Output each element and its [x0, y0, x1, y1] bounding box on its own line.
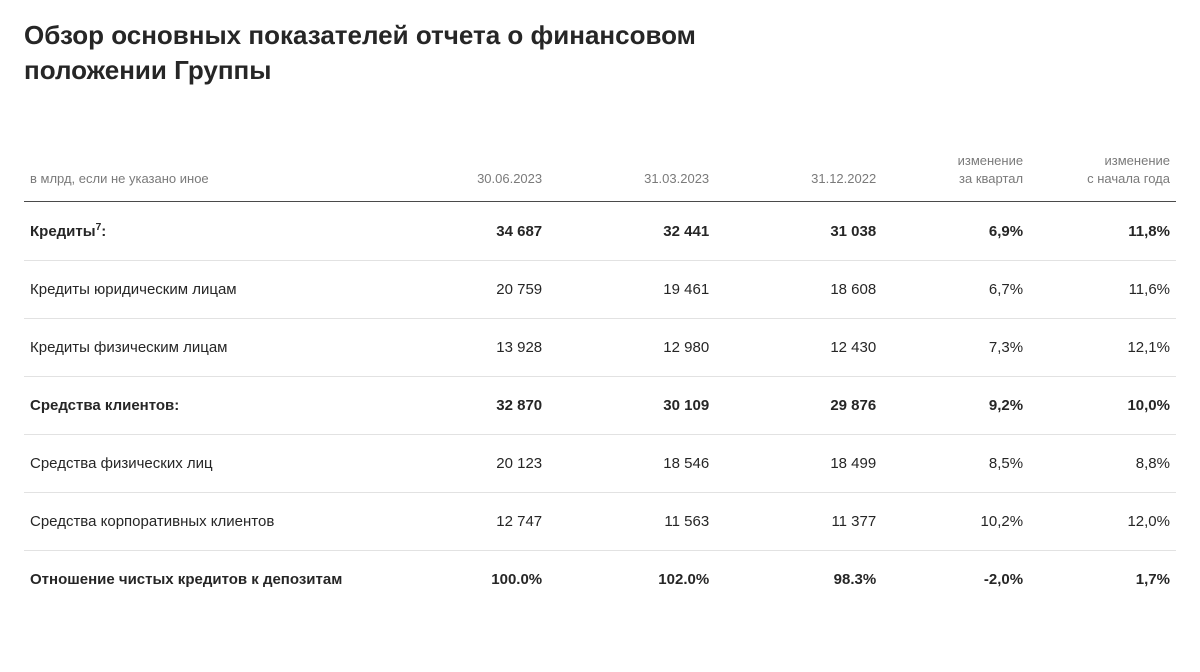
table-row: Кредиты юридическим лицам20 75919 46118 … [24, 261, 1176, 319]
row-value: -2,0% [882, 551, 1029, 609]
row-value: 19 461 [548, 261, 715, 319]
row-value: 102.0% [548, 551, 715, 609]
col-header-date-1: 30.06.2023 [381, 144, 548, 202]
row-value: 29 876 [715, 377, 882, 435]
row-value: 12,1% [1029, 319, 1176, 377]
row-value: 98.3% [715, 551, 882, 609]
col-header-date-3: 31.12.2022 [715, 144, 882, 202]
financial-table: в млрд, если не указано иное 30.06.2023 … [24, 144, 1176, 608]
row-value: 11 563 [548, 493, 715, 551]
row-label: Отношение чистых кредитов к депозитам [24, 551, 381, 609]
row-value: 18 608 [715, 261, 882, 319]
page-title: Обзор основных показателей отчета о фина… [24, 18, 824, 88]
row-value: 6,7% [882, 261, 1029, 319]
row-value: 10,0% [1029, 377, 1176, 435]
row-value: 7,3% [882, 319, 1029, 377]
row-value: 12,0% [1029, 493, 1176, 551]
row-value: 6,9% [882, 202, 1029, 261]
row-label: Средства клиентов: [24, 377, 381, 435]
row-value: 11,8% [1029, 202, 1176, 261]
col-header-date-2: 31.03.2023 [548, 144, 715, 202]
col-header-chg-quarter: изменение за квартал [882, 144, 1029, 202]
row-label: Кредиты юридическим лицам [24, 261, 381, 319]
table-row: Кредиты физическим лицам13 92812 98012 4… [24, 319, 1176, 377]
row-value: 20 123 [381, 435, 548, 493]
row-label: Средства физических лиц [24, 435, 381, 493]
row-value: 11,6% [1029, 261, 1176, 319]
row-value: 32 441 [548, 202, 715, 261]
col-header-chg-quarter-l2: за квартал [959, 171, 1023, 186]
table-header-row: в млрд, если не указано иное 30.06.2023 … [24, 144, 1176, 202]
row-label: Кредиты7: [24, 202, 381, 261]
row-value: 34 687 [381, 202, 548, 261]
table-row: Средства клиентов:32 87030 10929 8769,2%… [24, 377, 1176, 435]
row-value: 1,7% [1029, 551, 1176, 609]
row-value: 30 109 [548, 377, 715, 435]
row-value: 18 546 [548, 435, 715, 493]
col-header-chg-quarter-l1: изменение [958, 153, 1023, 168]
table-row: Средства корпоративных клиентов12 74711 … [24, 493, 1176, 551]
table-row: Отношение чистых кредитов к депозитам100… [24, 551, 1176, 609]
row-value: 100.0% [381, 551, 548, 609]
table-body: Кредиты7:34 68732 44131 0386,9%11,8%Кред… [24, 202, 1176, 609]
row-value: 31 038 [715, 202, 882, 261]
table-row: Кредиты7:34 68732 44131 0386,9%11,8% [24, 202, 1176, 261]
table-row: Средства физических лиц20 12318 54618 49… [24, 435, 1176, 493]
row-value: 11 377 [715, 493, 882, 551]
col-header-label: в млрд, если не указано иное [24, 144, 381, 202]
row-value: 18 499 [715, 435, 882, 493]
row-label: Средства корпоративных клиентов [24, 493, 381, 551]
row-value: 12 430 [715, 319, 882, 377]
row-value: 12 980 [548, 319, 715, 377]
row-label: Кредиты физическим лицам [24, 319, 381, 377]
row-value: 8,5% [882, 435, 1029, 493]
row-value: 32 870 [381, 377, 548, 435]
row-value: 12 747 [381, 493, 548, 551]
col-header-chg-ytd: изменение с начала года [1029, 144, 1176, 202]
row-value: 20 759 [381, 261, 548, 319]
col-header-chg-ytd-l2: с начала года [1087, 171, 1170, 186]
col-header-chg-ytd-l1: изменение [1105, 153, 1170, 168]
row-value: 9,2% [882, 377, 1029, 435]
row-value: 10,2% [882, 493, 1029, 551]
row-value: 8,8% [1029, 435, 1176, 493]
row-value: 13 928 [381, 319, 548, 377]
